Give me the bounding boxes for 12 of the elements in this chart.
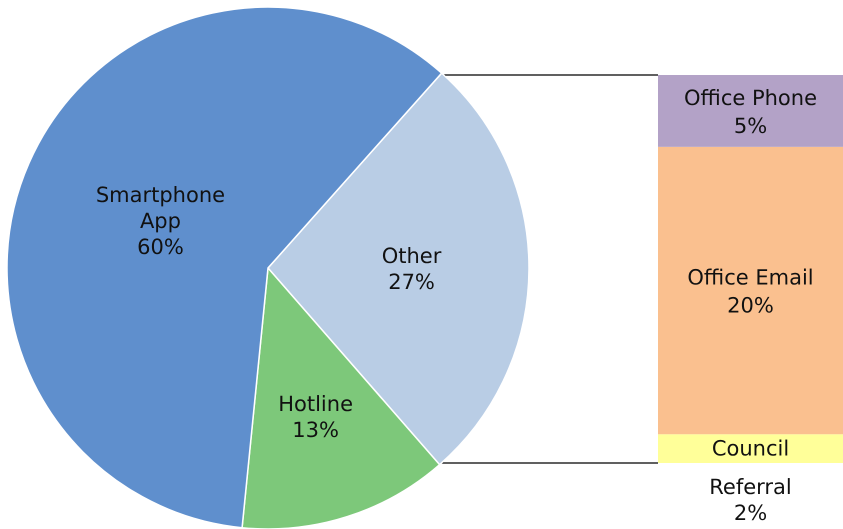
slice-label: Other bbox=[382, 244, 442, 268]
slice-label: Smartphone App bbox=[96, 182, 226, 233]
data-label: 60% bbox=[137, 234, 184, 259]
series-label: Office Email bbox=[687, 266, 814, 290]
series-label: Office Phone bbox=[684, 86, 818, 110]
data-label: 27% bbox=[388, 270, 435, 294]
data-label: 20% bbox=[727, 294, 774, 318]
series-label: Council Referral bbox=[709, 436, 792, 499]
slice-label: Hotline bbox=[278, 392, 353, 416]
data-label: 13% bbox=[292, 418, 339, 442]
data-label: 2% bbox=[734, 501, 768, 525]
data-label: 5% bbox=[734, 114, 768, 138]
